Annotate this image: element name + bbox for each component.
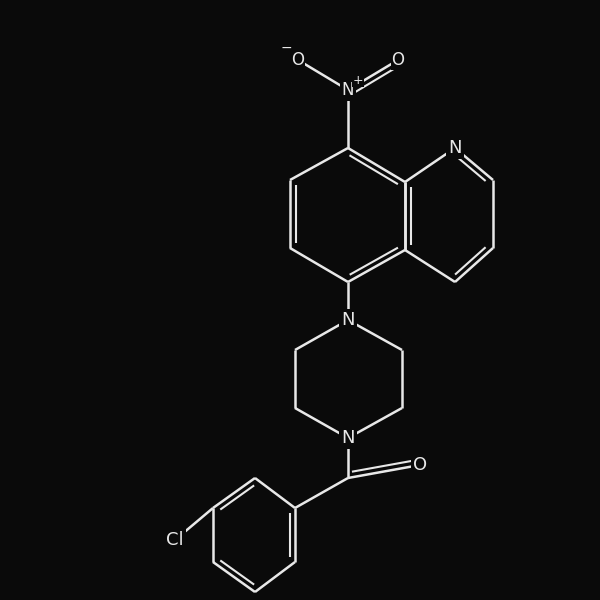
Text: N: N (341, 429, 355, 447)
Text: −: − (280, 41, 292, 55)
Text: O: O (413, 456, 427, 474)
Text: N: N (448, 139, 462, 157)
Text: O: O (392, 51, 404, 69)
Text: O: O (292, 51, 305, 69)
Text: N: N (342, 81, 354, 99)
Text: +: + (353, 73, 364, 86)
Text: N: N (341, 311, 355, 329)
Text: Cl: Cl (166, 531, 184, 549)
